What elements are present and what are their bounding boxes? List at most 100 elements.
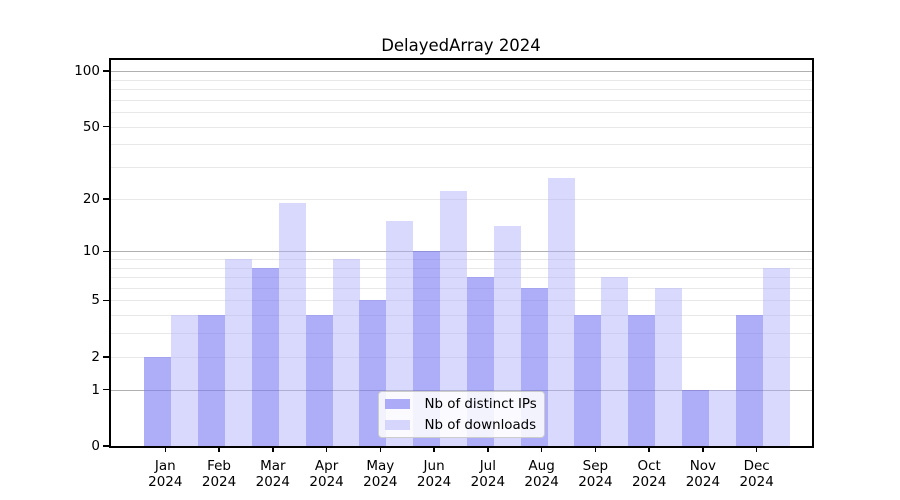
gridline-10 [110,251,812,253]
bar-downloads-aug [547,178,575,446]
x-tick-label-aug: Aug 2024 [502,458,582,490]
x-tick-mark-jul [487,446,489,452]
gridline-4 [110,315,812,317]
y-tick-mark-20 [103,198,109,200]
bar-downloads-nov [708,389,736,446]
y-tick-mark-1 [103,388,109,391]
x-tick-month: Dec [743,458,770,474]
legend-label-distinct-ips: Nb of distinct IPs [424,396,537,412]
bar-distinct-ips-nov [681,389,709,446]
x-tick-month: Jul [479,458,496,474]
x-tick-month: May [366,458,395,474]
x-tick-year: 2024 [739,473,774,490]
x-tick-year: 2024 [631,473,667,490]
x-tick-year: 2024 [309,473,344,490]
gridline-100 [110,71,812,73]
bar-distinct-ips-mar [251,267,279,446]
y-tick-label-100: 100 [74,63,100,80]
x-tick-month: Sep [582,458,609,474]
x-tick-label-apr: Apr 2024 [287,458,367,490]
x-tick-month: Jan [154,458,176,474]
x-tick-label-dec: Dec 2024 [717,458,797,490]
x-tick-label-sep: Sep 2024 [555,458,635,490]
bar-downloads-mar [278,202,306,446]
y-tick-label-1: 1 [91,381,100,398]
bar-downloads-dec [762,267,790,446]
x-tick-month: Feb [207,458,231,474]
gridline-5 [110,300,812,302]
y-tick-mark-2 [103,356,109,358]
x-tick-label-jun: Jun 2024 [394,458,474,490]
x-tick-label-jan: Jan 2024 [125,458,205,490]
legend: Nb of distinct IPs Nb of downloads [377,391,545,438]
x-tick-mark-mar [272,446,274,452]
bar-distinct-ips-oct [628,315,656,446]
gridline-80 [110,89,812,91]
y-tick-label-10: 10 [82,243,100,260]
legend-swatch-distinct-ips [384,399,410,409]
x-tick-label-jul: Jul 2024 [448,458,528,490]
bar-distinct-ips-jan [144,356,172,446]
bar-distinct-ips-feb [198,315,226,446]
bar-downloads-apr [332,259,360,446]
x-tick-month: Aug [528,458,555,474]
y-tick-label-2: 2 [91,348,100,365]
bar-downloads-oct [655,287,683,446]
x-tick-label-mar: Mar 2024 [233,458,313,490]
gridline-20 [110,198,812,200]
gridline-7 [110,277,812,279]
y-tick-mark-0 [103,445,109,447]
x-tick-mark-jan [164,446,167,452]
x-tick-mark-feb [218,446,220,452]
bar-distinct-ips-apr [305,315,333,446]
x-tick-year: 2024 [201,473,237,490]
gridline-9 [110,259,812,260]
x-tick-label-feb: Feb 2024 [179,458,259,490]
gridline-40 [110,144,812,146]
gridline-90 [110,79,812,81]
x-tick-mark-dec [755,446,758,452]
x-tick-month: Nov [689,458,717,474]
gridline-70 [110,99,812,101]
x-tick-month: Jun [423,458,445,474]
legend-swatch-downloads [384,420,410,430]
legend-row-downloads: Nb of downloads [384,417,544,434]
gridline-2 [110,356,812,358]
bar-downloads-feb [225,259,253,446]
x-tick-year: 2024 [470,473,506,490]
bar-downloads-jan [171,315,199,446]
x-tick-year: 2024 [524,473,559,490]
gridline-50 [110,126,812,128]
plot-area: Nb of distinct IPs Nb of downloads [108,58,814,448]
y-tick-mark-5 [103,299,109,302]
legend-label-downloads: Nb of downloads [424,417,537,433]
gridline-1 [110,389,812,391]
gridline-6 [110,287,812,289]
x-tick-month: Mar [260,458,286,474]
x-tick-mark-may [379,446,382,452]
x-tick-label-may: May 2024 [340,458,420,490]
x-tick-year: 2024 [685,473,721,490]
x-tick-year: 2024 [148,473,183,490]
y-tick-mark-50 [103,125,109,128]
x-tick-mark-sep [594,446,597,452]
bar-downloads-sep [601,277,629,446]
bar-distinct-ips-dec [735,315,763,446]
x-tick-mark-apr [325,446,328,452]
x-tick-year: 2024 [363,473,398,490]
x-tick-year: 2024 [255,473,290,490]
x-tick-year: 2024 [416,473,452,490]
x-tick-year: 2024 [578,473,613,490]
x-tick-month: Apr [314,458,339,474]
gridline-30 [110,167,812,169]
x-tick-label-nov: Nov 2024 [663,458,743,490]
gridline-8 [110,267,812,269]
y-tick-label-0: 0 [91,438,100,454]
y-tick-mark-100 [103,70,109,72]
x-tick-mark-jun [433,446,435,452]
bar-distinct-ips-sep [574,315,602,446]
y-tick-mark-10 [103,250,109,252]
chart-title: DelayedArray 2024 [381,36,541,55]
gridline-3 [110,333,812,335]
